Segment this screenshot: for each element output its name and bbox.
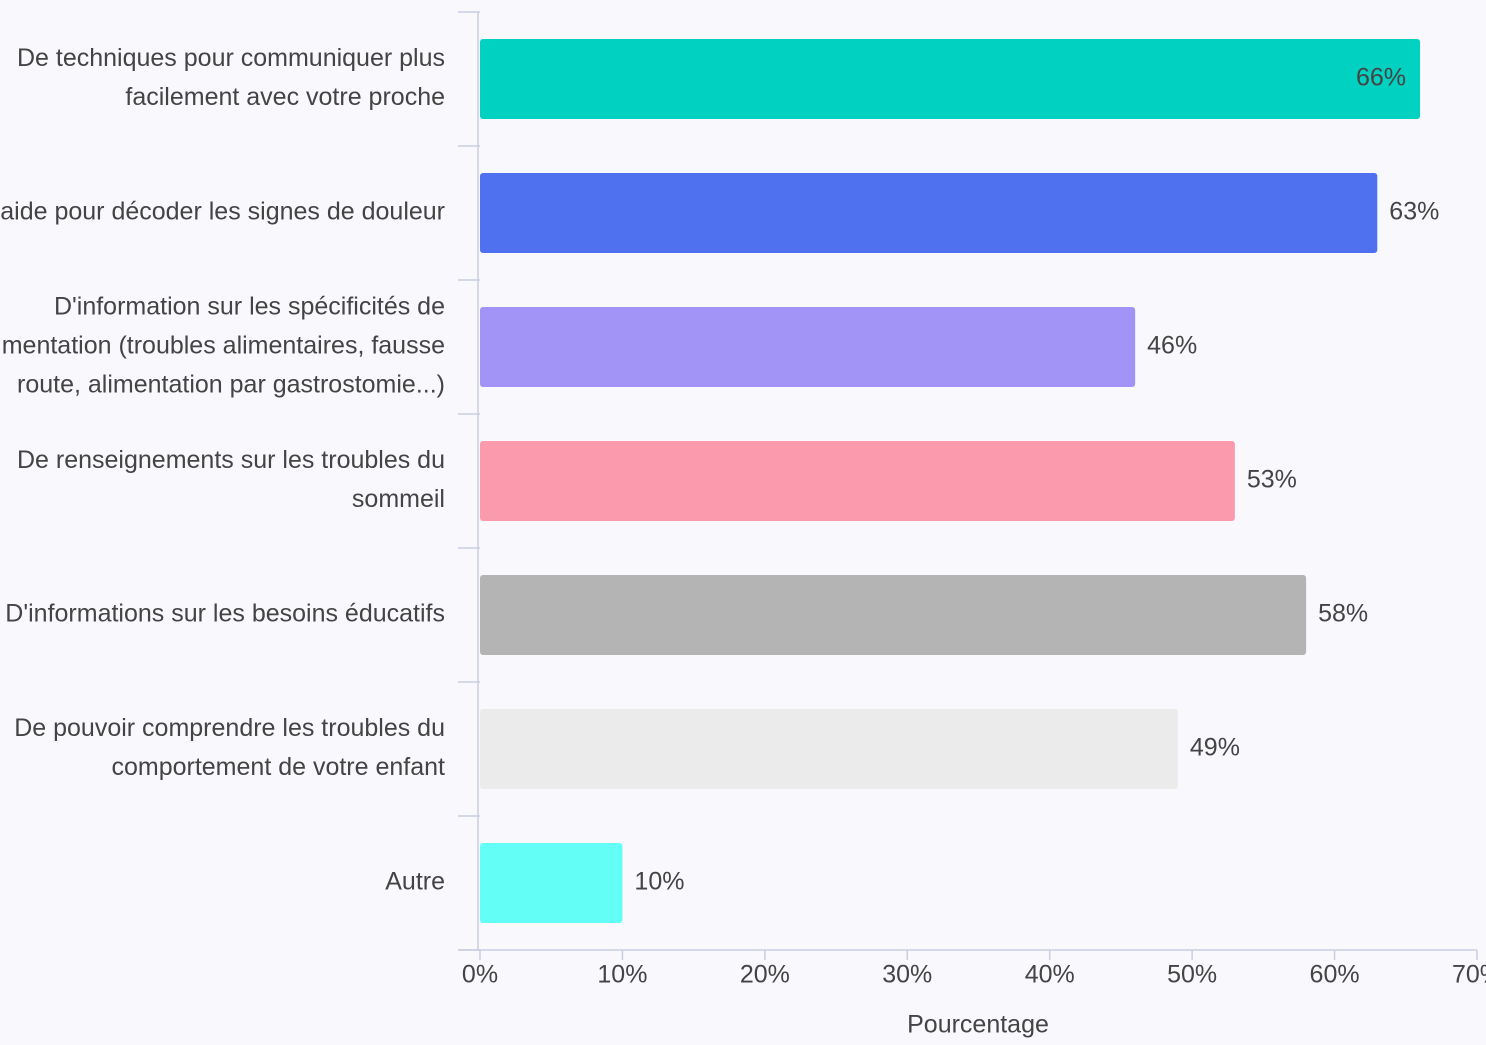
value-label: 46%	[1147, 332, 1197, 360]
y-tick-label: De techniques pour communiquer plus	[17, 44, 445, 72]
y-tick-label: comportement de votre enfant	[111, 753, 445, 781]
y-tick-label: sommeil	[352, 485, 445, 513]
bar	[480, 575, 1307, 655]
y-tick-label: route, alimentation par gastrostomie...)	[17, 371, 445, 399]
value-label: 66%	[1356, 64, 1406, 92]
bar	[480, 39, 1421, 119]
x-tick-label: 0%	[462, 961, 498, 989]
y-tick-label: facilement avec votre proche	[125, 83, 445, 111]
x-axis-label: Pourcentage	[907, 1011, 1049, 1039]
bar	[480, 709, 1178, 789]
y-tick-label: De pouvoir comprendre les troubles du	[14, 714, 445, 742]
y-tick-label: D'aide pour décoder les signes de douleu…	[0, 198, 445, 226]
y-tick-label: D'information sur les spécificités de	[54, 293, 445, 321]
y-tick-label: D'informations sur les besoins éducatifs	[5, 600, 445, 628]
x-tick-label: 20%	[740, 961, 790, 989]
bar	[480, 441, 1235, 521]
value-label: 10%	[634, 868, 684, 896]
value-label: 58%	[1318, 600, 1368, 628]
y-tick-label: De renseignements sur les troubles du	[17, 446, 445, 474]
value-label: 53%	[1247, 466, 1297, 494]
value-label: 63%	[1389, 198, 1439, 226]
x-tick-label: 40%	[1025, 961, 1075, 989]
x-tick-label: 70%	[1452, 961, 1486, 989]
bar	[480, 307, 1136, 387]
x-tick-label: 60%	[1310, 961, 1360, 989]
x-tick-label: 30%	[882, 961, 932, 989]
x-tick-label: 50%	[1167, 961, 1217, 989]
x-tick-label: 10%	[597, 961, 647, 989]
bar	[480, 173, 1378, 253]
bar	[480, 843, 623, 923]
value-label: 49%	[1190, 734, 1240, 762]
y-tick-label: l'alimentation (troubles alimentaires, f…	[0, 332, 445, 360]
y-tick-label: Autre	[385, 868, 445, 896]
